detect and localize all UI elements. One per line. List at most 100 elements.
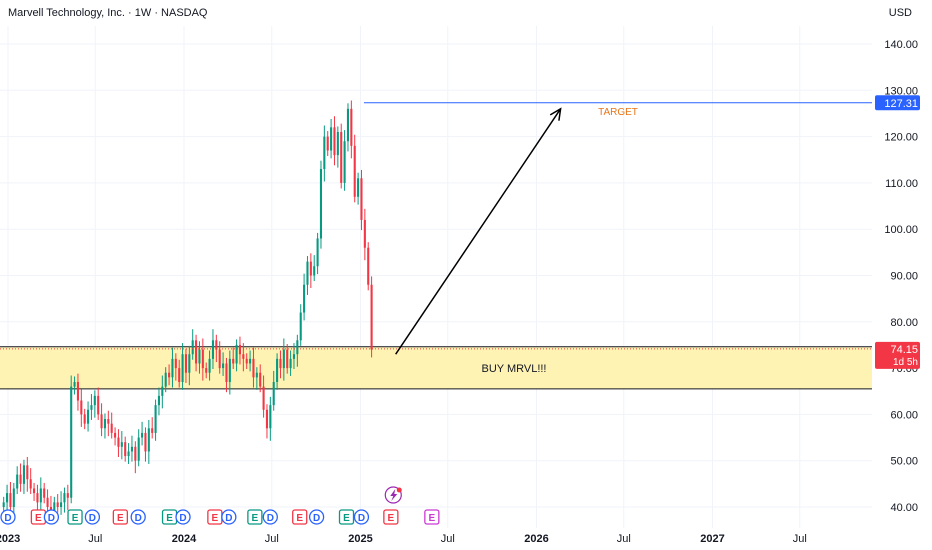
candle-body [178, 368, 181, 382]
candle-body [117, 437, 120, 447]
y-tick-label: 80.00 [890, 317, 918, 329]
buy-zone [0, 346, 872, 389]
candle-body [282, 349, 285, 369]
dividend-event-label: D [358, 513, 365, 524]
candle-body [259, 372, 262, 387]
candle-body [353, 145, 356, 197]
candle-body [265, 409, 269, 429]
lightning-glyph [390, 489, 398, 501]
projection-arrow-head [549, 107, 562, 121]
candle-body [2, 502, 5, 507]
candle-body [90, 405, 93, 410]
earnings-event-label: E [296, 513, 303, 524]
earnings-event-label: E [35, 513, 42, 524]
candle-body [114, 432, 117, 438]
y-axis[interactable]: 40.0050.0060.0070.0080.0090.00100.00110.… [875, 39, 920, 514]
y-tick-label: 120.00 [884, 132, 918, 144]
candle-body [191, 340, 194, 355]
candle-body [181, 354, 184, 382]
candle-body [130, 446, 133, 452]
x-tick-label: Jul [441, 533, 455, 545]
candle-body [124, 442, 127, 457]
candle-body [222, 363, 225, 369]
candle-body [46, 497, 49, 507]
candle-body [367, 247, 370, 285]
candle-body [336, 131, 339, 156]
candle-body [147, 428, 150, 452]
y-tick-label: 60.00 [890, 409, 918, 421]
candle-body [360, 178, 363, 220]
candle-body [225, 363, 228, 382]
candle-body [313, 266, 316, 276]
x-tick-label: Jul [88, 533, 102, 545]
y-tick-label: 130.00 [884, 85, 918, 97]
candle-body [235, 344, 238, 364]
candle-body [289, 358, 292, 369]
candle-body [19, 474, 22, 484]
candle-body [134, 446, 137, 461]
candle-body [252, 358, 255, 378]
candle-body [346, 108, 350, 142]
x-tick-label: Jul [265, 533, 279, 545]
candle-body [333, 127, 336, 156]
candle-body [262, 386, 265, 410]
candle-body [296, 340, 299, 355]
future-earnings-event-label: E [429, 513, 436, 524]
dividend-event-label: D [4, 513, 11, 524]
earnings-event-icon [247, 509, 263, 525]
candle-body [29, 479, 32, 489]
dividend-event-label: D [89, 513, 96, 524]
currency-label[interactable]: USD [888, 7, 912, 19]
earnings-event-label: E [166, 513, 173, 524]
candle-body [309, 261, 312, 276]
candle-body [168, 372, 171, 378]
dividend-event-icon [84, 509, 101, 525]
earnings-event-icon [67, 509, 83, 525]
candle-body [16, 474, 19, 489]
candles [2, 100, 373, 525]
x-tick-label: 2023 [0, 533, 20, 545]
candle-body [319, 169, 323, 239]
candle-body [370, 284, 373, 350]
candle-body [9, 493, 12, 507]
candle-body [279, 358, 282, 369]
candle-body [70, 386, 73, 498]
candle-body [303, 284, 306, 313]
x-tick-label: 2026 [524, 533, 548, 545]
candle-body [218, 349, 221, 369]
candle-body [157, 395, 160, 406]
candle-body [211, 340, 215, 359]
candle-body [245, 358, 248, 364]
candle-body [350, 108, 353, 146]
candle-body [171, 358, 174, 378]
candle-body [56, 502, 59, 507]
candle-body [80, 400, 83, 415]
candle-body [326, 136, 329, 151]
candle-body [255, 372, 258, 378]
candle-body [154, 405, 157, 433]
candle-body [198, 349, 201, 364]
target-price-tag-label: 127.31 [884, 98, 918, 110]
candle-body [188, 354, 191, 373]
candle-body [127, 451, 130, 457]
candle-body [120, 442, 123, 447]
x-axis[interactable]: 2023 Jul 2024 Jul 2025 Jul 2026 Jul 2027 Jul [0, 533, 807, 545]
candle-body [272, 381, 275, 406]
chart-title: Marvell Technology, Inc. · 1W · NASDAQ [8, 7, 208, 19]
x-tick-label: 2024 [172, 533, 197, 545]
candle-body [33, 488, 36, 494]
candle-body [144, 432, 147, 452]
candle-body [184, 354, 188, 373]
dividend-event-label: D [135, 513, 142, 524]
x-tick-label: 2027 [700, 533, 724, 545]
candle-body [110, 423, 113, 433]
candle-body [299, 312, 302, 341]
dividend-event-label: D [179, 513, 186, 524]
candle-body [249, 358, 252, 364]
dividend-event-icon [130, 509, 146, 525]
dividend-event-icon [0, 509, 16, 525]
candle-body [12, 488, 15, 507]
